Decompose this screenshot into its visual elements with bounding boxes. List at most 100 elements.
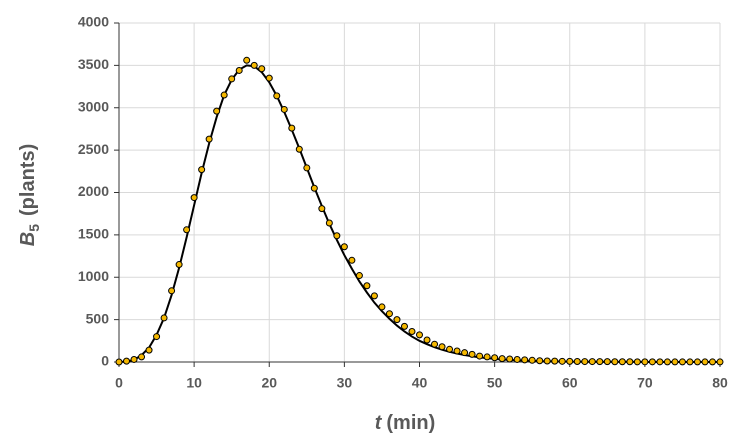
data-point: [385, 310, 393, 318]
data-point: [461, 349, 469, 357]
data-point: [235, 66, 243, 74]
data-point: [408, 327, 416, 335]
data-point: [543, 357, 551, 365]
data-point: [258, 65, 266, 73]
data-point: [190, 194, 198, 202]
data-point: [168, 287, 176, 295]
data-point: [378, 303, 386, 311]
data-point: [220, 91, 228, 99]
x-axis-title: t (min): [375, 412, 436, 434]
data-point: [468, 350, 476, 358]
data-point: [115, 358, 123, 366]
data-point: [243, 56, 251, 64]
data-point: [123, 357, 131, 365]
x-symbol: t: [375, 412, 383, 434]
data-point: [400, 322, 408, 330]
data-point: [498, 355, 506, 363]
y-tick-label: 1500: [78, 226, 109, 242]
data-point: [603, 358, 611, 366]
data-point: [678, 358, 686, 366]
data-point: [648, 358, 656, 366]
data-point: [205, 135, 213, 143]
data-point: [521, 356, 529, 364]
x-tick-label: 20: [261, 375, 277, 391]
data-point: [198, 166, 206, 174]
data-point: [416, 331, 423, 339]
data-point: [273, 92, 281, 100]
data-point: [228, 75, 236, 83]
x-tick-label: 30: [337, 375, 353, 391]
y-tick-label: 3500: [78, 56, 109, 72]
data-point: [355, 272, 363, 280]
data-point: [483, 353, 491, 361]
y-subscript: 5: [26, 224, 42, 232]
data-point: [138, 353, 146, 361]
y-tick-label: 2000: [78, 183, 109, 199]
data-point: [431, 340, 439, 348]
data-point: [280, 105, 288, 113]
data-point: [528, 356, 536, 364]
data-point: [708, 358, 716, 366]
data-point: [370, 292, 378, 300]
y-tick-label: 1000: [78, 268, 109, 284]
data-point: [318, 205, 326, 213]
data-point: [333, 232, 341, 240]
data-point: [393, 316, 401, 324]
data-point: [611, 358, 619, 366]
data-point: [130, 355, 138, 363]
data-point: [303, 164, 311, 172]
data-point: [145, 346, 153, 354]
data-point: [438, 343, 446, 351]
data-point: [671, 358, 679, 366]
data-point: [295, 145, 303, 153]
data-point: [265, 74, 273, 82]
x-tick-label: 50: [487, 375, 503, 391]
data-point: [363, 282, 371, 290]
data-point: [701, 358, 709, 366]
x-tick-label: 40: [412, 375, 428, 391]
data-point: [686, 358, 694, 366]
x-unit: (min): [386, 412, 435, 434]
y-symbol: B: [17, 232, 39, 246]
data-point: [536, 357, 544, 365]
data-point: [551, 357, 559, 365]
data-point: [288, 124, 296, 132]
data-point: [566, 357, 574, 365]
data-point: [573, 357, 581, 365]
data-point: [693, 358, 701, 366]
data-point: [476, 352, 484, 360]
y-tick-label: 0: [101, 353, 109, 369]
data-point: [160, 314, 168, 322]
data-point: [325, 219, 333, 227]
data-point: [558, 357, 566, 365]
data-point: [506, 355, 514, 363]
y-tick-label: 4000: [78, 14, 109, 30]
data-point: [663, 358, 671, 366]
data-point: [183, 226, 191, 234]
y-tick-label: 500: [86, 310, 110, 326]
data-point: [348, 256, 356, 264]
data-point: [513, 355, 521, 363]
data-point: [588, 358, 596, 366]
data-point: [153, 333, 161, 341]
x-tick-label: 0: [115, 375, 123, 391]
y-tick-label: 3000: [78, 98, 109, 114]
y-tick-label: 2500: [78, 141, 109, 157]
x-tick-label: 10: [186, 375, 202, 391]
data-point: [446, 345, 454, 353]
data-point: [310, 184, 318, 192]
y-axis-title: B5 (plants): [17, 144, 42, 246]
data-point: [581, 358, 589, 366]
data-point: [340, 243, 348, 251]
y-unit: (plants): [17, 144, 39, 216]
x-tick-label: 70: [637, 375, 653, 391]
data-point: [175, 261, 183, 269]
data-point: [626, 358, 634, 366]
data-point: [633, 358, 641, 366]
data-point: [250, 61, 258, 69]
data-point: [716, 358, 724, 366]
x-tick-label: 80: [712, 375, 728, 391]
data-point: [423, 336, 431, 344]
